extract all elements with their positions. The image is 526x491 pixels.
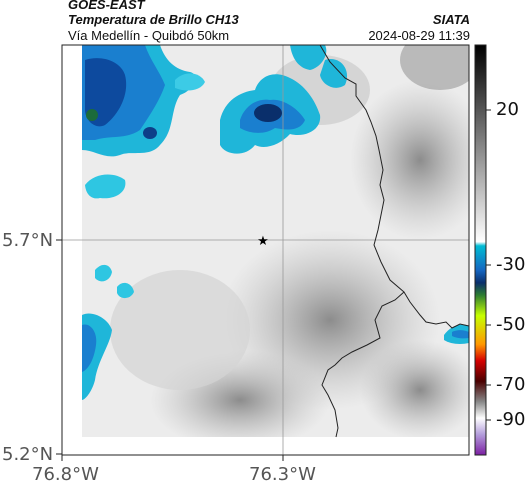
colorbar-tick-20: 20 <box>496 99 519 120</box>
datetime-label: 2024-08-29 11:39 <box>368 28 470 43</box>
product-title: Temperatura de Brillo CH13 <box>68 12 239 27</box>
coastline <box>319 44 470 438</box>
route-label: Vía Medellín - Quibdó 50km <box>68 28 230 43</box>
cloud-field <box>82 45 469 437</box>
map-frame <box>61 44 470 456</box>
colorbar-tick-minus30: -30 <box>496 254 526 275</box>
colorbar-tick-minus50: -50 <box>496 314 526 335</box>
org-label: SIATA <box>432 12 470 27</box>
x-tick-76.8W: 76.8°W <box>32 464 99 485</box>
colorbar-tick-minus90: -90 <box>496 409 526 430</box>
y-tick-5.2N: 5.2°N <box>2 444 54 465</box>
colorbar <box>474 44 487 456</box>
star-marker: ★ <box>257 234 269 249</box>
x-tick-76.3W: 76.3°W <box>249 464 316 485</box>
colorbar-tick-minus70: -70 <box>496 374 526 395</box>
y-tick-5.7N: 5.7°N <box>2 230 54 251</box>
satellite-label: GOES-EAST <box>68 0 145 12</box>
